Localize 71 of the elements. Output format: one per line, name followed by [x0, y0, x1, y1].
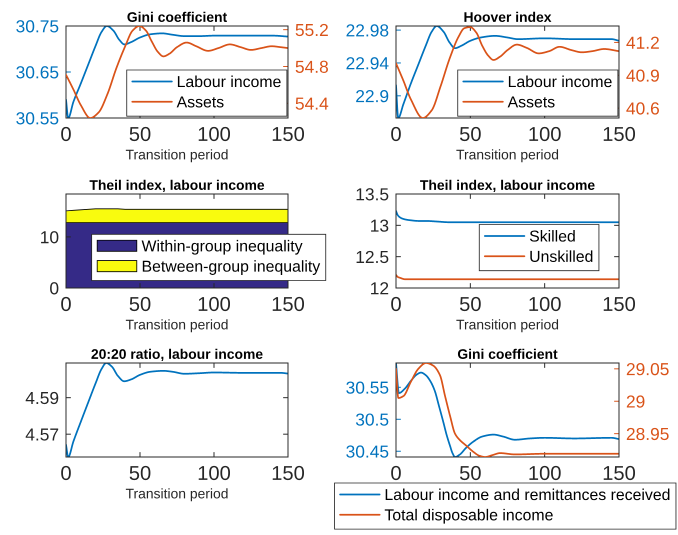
legend-label: Total disposable income	[384, 508, 553, 524]
y-tick-label: 22.9	[356, 90, 388, 102]
y-tick-label: 30.55	[16, 112, 58, 124]
y-tick-label: 4.59	[26, 392, 58, 404]
chart-title: Gini coefficient	[458, 348, 558, 359]
y-tick-label: 12	[371, 282, 388, 294]
x-tick-label: 100	[198, 126, 230, 142]
legend-label: Labour income	[508, 76, 612, 88]
legend-label: Within-group inequality	[142, 240, 303, 255]
x-tick-label: 100	[529, 466, 561, 480]
x-axis-title: Transition period	[456, 319, 558, 332]
y2-tick-label: 29	[626, 395, 644, 408]
y-tick-label: 0	[50, 282, 58, 294]
x-tick-label: 0	[391, 466, 401, 480]
y-tick-label: 12.5	[356, 250, 388, 264]
legend-label: Assets	[508, 96, 555, 108]
y2-tick-label: 40.6	[626, 102, 659, 115]
legend-label: Labour income	[178, 76, 281, 88]
y2-tick-label: 28.95	[626, 428, 669, 440]
y-tick-label: 30.5	[356, 413, 388, 426]
x-tick-label: 0	[391, 126, 401, 142]
y2-tick-label: 40.9	[626, 69, 659, 82]
y-tick-label: 13	[371, 220, 388, 232]
y-tick-label: 30.75	[16, 20, 58, 32]
legend-label: Between-group inequality	[142, 260, 320, 275]
y-tick-label: 22.94	[346, 57, 389, 70]
x-tick-label: 100	[529, 126, 561, 142]
x-tick-label: 150	[272, 126, 304, 142]
legend-label: Labour income and remittances received	[386, 488, 670, 500]
y-tick-label: 10	[41, 231, 58, 244]
y2-tick-label: 41.2	[626, 36, 659, 49]
x-axis-title: Transition period	[126, 488, 228, 502]
legend-label: Assets	[176, 96, 224, 108]
x-axis-title: Transition period	[126, 149, 228, 162]
y-tick-label: 30.55	[346, 381, 388, 394]
x-tick-label: 50	[130, 126, 150, 142]
x-tick-label: 0	[391, 296, 401, 312]
x-tick-label: 50	[460, 126, 481, 142]
x-tick-label: 100	[529, 296, 561, 312]
x-tick-label: 50	[130, 466, 150, 480]
chart-title: Gini coefficient	[127, 12, 227, 22]
x-axis-title: Transition period	[126, 319, 228, 332]
legend-label: Unskilled	[530, 250, 592, 262]
x-tick-label: 150	[604, 296, 636, 312]
x-tick-label: 150	[604, 126, 636, 142]
x-tick-label: 100	[198, 466, 230, 480]
y-tick-label: 22.98	[346, 24, 388, 37]
chart-title: Theil index, labour income	[90, 180, 264, 192]
x-tick-label: 0	[61, 126, 71, 142]
y2-tick-label: 55.2	[296, 24, 328, 36]
y-tick-label: 30.45	[346, 445, 388, 458]
x-tick-label: 150	[604, 466, 636, 480]
y2-tick-label: 54.8	[296, 60, 328, 73]
x-axis-title: Transition period	[456, 149, 558, 162]
legend-label: Skilled	[530, 230, 575, 242]
x-tick-label: 0	[61, 296, 71, 312]
x-tick-label: 150	[272, 296, 304, 312]
y-tick-label: 4.57	[26, 428, 58, 441]
x-tick-label: 50	[130, 296, 150, 312]
x-tick-label: 50	[460, 466, 481, 480]
chart-title: 20:20 ratio, labour income	[91, 348, 263, 361]
x-tick-label: 50	[460, 296, 481, 312]
x-tick-label: 150	[272, 466, 304, 480]
y2-tick-label: 29.05	[626, 363, 669, 376]
x-tick-label: 100	[198, 296, 230, 312]
x-tick-label: 0	[61, 466, 71, 480]
y-tick-label: 13.5	[356, 188, 388, 200]
y2-tick-label: 54.4	[296, 98, 328, 110]
chart-title: Hoover index	[464, 12, 552, 22]
chart-title: Theil index, labour income	[420, 180, 595, 192]
y-tick-label: 30.65	[16, 66, 58, 78]
